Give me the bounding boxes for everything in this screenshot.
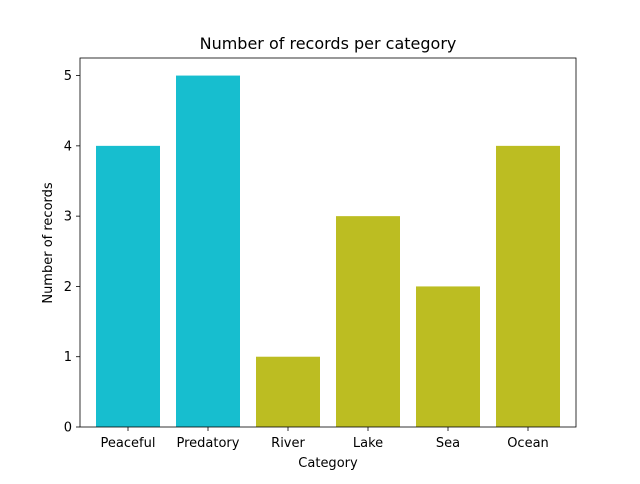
x-tick-label: Sea	[436, 436, 460, 451]
x-tick-label: Peaceful	[101, 436, 156, 451]
plot-frame	[79, 57, 577, 428]
x-tick-label: Predatory	[177, 436, 240, 451]
x-axis-label: Category	[298, 456, 358, 471]
y-axis-label: Number of records	[41, 182, 56, 304]
x-tick-label: River	[271, 436, 305, 451]
bar-river	[256, 356, 320, 427]
y-tick-label: 0	[64, 421, 72, 436]
y-tick-label: 4	[64, 139, 72, 154]
chart-title: Number of records per category	[200, 34, 457, 53]
bar-lake	[336, 216, 400, 427]
bar-ocean	[496, 145, 560, 427]
bar-peaceful	[96, 145, 160, 427]
bar-sea	[416, 286, 480, 427]
x-tick-label: Lake	[353, 436, 383, 451]
y-tick-label: 5	[64, 69, 72, 84]
y-tick-label: 3	[64, 210, 72, 225]
x-tick-label: Ocean	[507, 436, 549, 451]
bar-predatory	[176, 75, 240, 428]
y-tick-label: 2	[64, 280, 72, 295]
y-tick-label: 1	[64, 350, 72, 365]
